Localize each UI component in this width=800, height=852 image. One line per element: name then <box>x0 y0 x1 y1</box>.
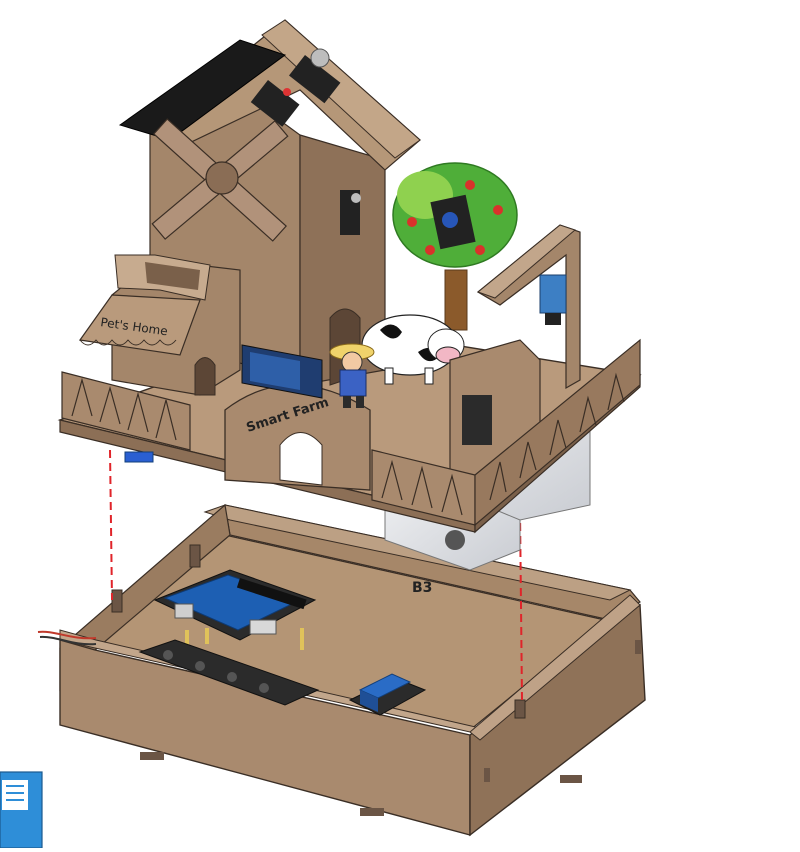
battery-box-icon <box>0 771 43 849</box>
base-part-label: B3 <box>412 580 432 596</box>
cow-icon <box>361 314 465 385</box>
solar-panel-icon <box>118 39 287 141</box>
display-module <box>241 344 323 399</box>
base-box: B3 <box>37 503 646 837</box>
fence-left <box>61 371 191 451</box>
sensor-icon <box>250 80 300 127</box>
sensor-gate <box>476 224 581 390</box>
relay-module-icon <box>348 673 427 716</box>
temp-humidity-sensor-icon <box>539 274 567 314</box>
smart-farm-gate: Smart Farm <box>224 384 371 491</box>
pets-home-kennel: Pet's Home <box>78 254 241 396</box>
tree-icon <box>392 162 518 331</box>
farmer-icon <box>329 343 375 408</box>
farm-platform: Pet's Home Smart Farm <box>57 19 642 571</box>
controller-board-icon <box>153 569 317 652</box>
fence-front-right <box>371 338 641 527</box>
windmill-icon <box>151 118 289 242</box>
guide-line-left <box>109 449 113 601</box>
servo-icon <box>138 639 320 706</box>
